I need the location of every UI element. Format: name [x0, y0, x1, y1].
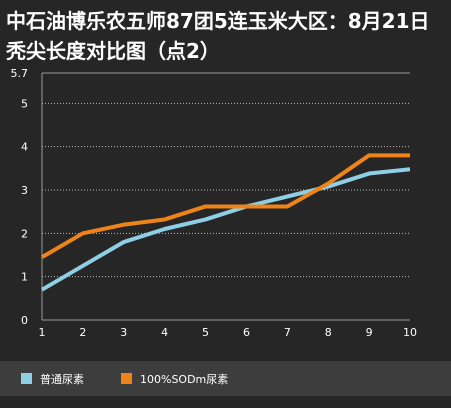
legend-label-series-2: 100%SODm尿素 — [140, 372, 229, 386]
x-tick-label-6: 7 — [284, 326, 291, 339]
legend: 普通尿素 100%SODm尿素 — [0, 361, 451, 396]
x-tick-label-7: 8 — [325, 326, 332, 339]
legend-swatch-series-1 — [21, 373, 32, 384]
x-tick-label-2: 3 — [120, 326, 127, 339]
series-line-2 — [40, 153, 410, 259]
x-tick-label-0: 1 — [39, 326, 46, 339]
y-tick-label-3: 3 — [21, 184, 28, 197]
chart-title: 中石油博乐农五师87团5连玉米大区：8月21日秃尖长度对比图（点2） — [6, 9, 430, 63]
y-tick-label-6: 5.7 — [11, 67, 29, 80]
legend-label-series-1: 普通尿素 — [40, 372, 84, 386]
y-tick-label-0: 0 — [21, 314, 28, 327]
x-tick-label-4: 5 — [202, 326, 209, 339]
legend-item-series-1: 普通尿素 — [21, 361, 84, 396]
x-tick-label-9: 10 — [403, 326, 417, 339]
legend-swatch-series-2 — [121, 373, 132, 384]
x-tick-label-5: 6 — [243, 326, 250, 339]
x-tick-label-1: 2 — [79, 326, 86, 339]
y-tick-label-2: 2 — [21, 227, 28, 240]
y-tick-label-4: 4 — [21, 141, 28, 154]
legend-item-series-2: 100%SODm尿素 — [121, 361, 228, 396]
y-tick-label-5: 5 — [21, 97, 28, 110]
x-tick-label-8: 9 — [366, 326, 373, 339]
series-line-1 — [40, 167, 411, 292]
y-tick-label-1: 1 — [21, 271, 28, 284]
x-tick-label-3: 4 — [161, 326, 168, 339]
